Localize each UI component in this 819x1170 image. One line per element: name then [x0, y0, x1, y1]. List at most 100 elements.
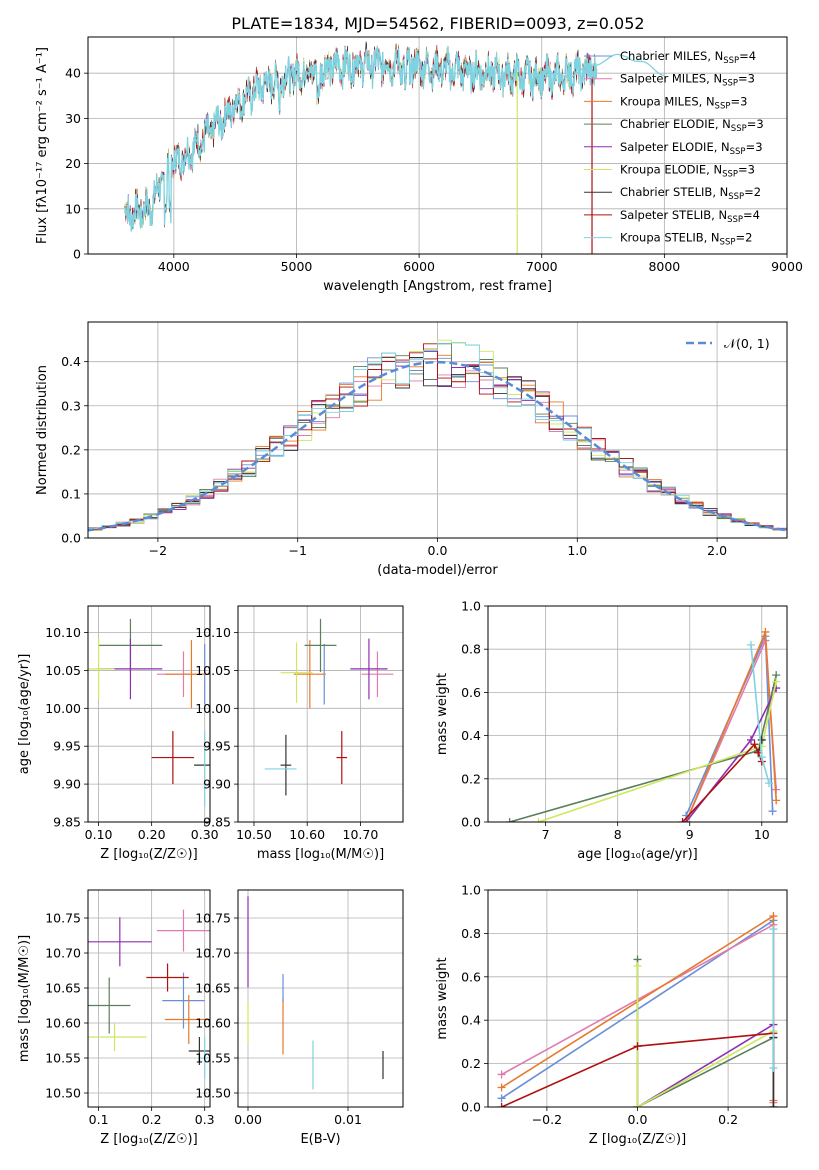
x-axis-label: age [log₁₀(age/yr)]	[577, 847, 698, 862]
y-tick-label: 9.85	[203, 815, 231, 830]
y-tick-label: 1.0	[461, 599, 481, 614]
x-axis-label: wavelength [Angstrom, rest frame]	[323, 279, 552, 294]
plots-layer: 4000 5000 6000 7000 8000 9000 0 10 20 30 40 wavelen…	[17, 36, 803, 1147]
y-tick-label: 10.05	[45, 663, 81, 678]
x-axis-label: E(B-V)	[300, 1132, 340, 1147]
y-tick-label: 10.75	[45, 911, 81, 926]
y-tick-label: 9.95	[203, 739, 231, 754]
x-tick-label: 8000	[648, 259, 680, 274]
weight-line-4	[685, 687, 777, 822]
x-tick-label: 10.60	[289, 827, 325, 842]
panel-mass_vs_ebv: 0.00 0.01 10.50 10.55 10.60 10.65 10.70 10.75 E(…	[195, 889, 404, 1147]
y-tick-label: 0.8	[461, 642, 481, 657]
figure-title: PLATE=1834, MJD=54562, FIBERID=0093, z=0…	[231, 14, 644, 33]
errorbar-3	[88, 977, 131, 1034]
y-tick-label: 9.90	[203, 777, 231, 792]
spectrum-model-extension	[541, 53, 665, 81]
y-tick-label: 0.0	[61, 531, 81, 546]
errorbar-3	[304, 618, 337, 672]
y-tick-label: 9.90	[53, 777, 81, 792]
legend-label-8: Kroupa STELIB, NSSP=2	[620, 231, 752, 248]
plot-area-residuals	[88, 339, 787, 533]
y-tick-label: 1.0	[461, 883, 481, 898]
weight-line-3	[509, 674, 777, 822]
x-tick-label: 9	[686, 827, 694, 842]
weight-marker-1	[497, 1070, 506, 1079]
y-axis-label: Normed distribution	[35, 365, 50, 495]
errorbar-2	[293, 640, 326, 709]
y-axis-label: age [log₁₀(age/yr)]	[17, 654, 32, 775]
axes-frame	[237, 605, 404, 823]
weight-marker-2	[772, 796, 781, 805]
errorbar-4	[88, 917, 152, 967]
panel-weight_vs_age: 7 8 9 10 0.0 0.2 0.4 0.6 0.8 1.0 age [log₁₀(age/yr…	[435, 599, 788, 862]
x-tick-label: 0.20	[138, 827, 166, 842]
axes-frame	[237, 889, 404, 1108]
x-tick-label: −0.2	[532, 1112, 562, 1127]
weight-marker-2	[761, 627, 770, 636]
x-axis-label: Z [log₁₀(Z/Z☉)]	[100, 1132, 197, 1147]
y-tick-label: 10.10	[195, 625, 231, 640]
weight-marker-5	[633, 1103, 642, 1107]
spectrum-line-8	[124, 45, 598, 232]
y-tick-label: 0.6	[461, 969, 481, 984]
x-tick-label: 10	[754, 827, 770, 842]
y-tick-label: 10.70	[45, 946, 81, 961]
axes-frame	[87, 889, 211, 1108]
weight-marker-8	[746, 640, 755, 649]
y-axis-label: mass weight	[435, 673, 450, 755]
y-axis-label: mass weight	[435, 957, 450, 1039]
panel-residuals: −2 −1 0.0 1.0 2.0 0.0 0.1 0.2 0.3 0.4 (data-model)…	[35, 321, 788, 578]
errorbar-1	[156, 909, 210, 952]
y-tick-label: 10.00	[45, 701, 81, 716]
weight-marker-3	[505, 818, 514, 822]
x-tick-label: 0.10	[85, 827, 113, 842]
errorbar-7	[336, 731, 348, 785]
x-axis-label: Z [log₁₀(Z/Z☉)]	[589, 1132, 686, 1147]
errorbar-7	[151, 731, 195, 785]
x-tick-label: 2.0	[707, 543, 727, 558]
weight-marker-0	[497, 1094, 506, 1103]
errorbar-5	[88, 638, 115, 700]
weight-line-4	[637, 1023, 774, 1107]
weight-marker-7	[633, 1042, 642, 1051]
x-axis-label: Z [log₁₀(Z/Z☉)]	[100, 847, 197, 862]
x-tick-label: 6000	[403, 259, 435, 274]
errorbar-8	[199, 1037, 210, 1079]
y-tick-label: 0.3	[61, 398, 81, 413]
y-tick-label: 20	[65, 156, 81, 171]
y-tick-label: 0.8	[461, 926, 481, 941]
x-tick-label: 8	[614, 827, 622, 842]
x-tick-label: 0.00	[234, 1112, 262, 1127]
weight-marker-8	[757, 753, 766, 762]
errorbar-6	[188, 1037, 210, 1065]
x-tick-label: 10.50	[236, 827, 272, 842]
weight-marker-6	[769, 1103, 778, 1107]
weight-line-2	[685, 631, 777, 822]
axes-frame	[87, 605, 211, 823]
y-tick-label: 10	[65, 201, 81, 216]
legend-label-2: Kroupa MILES, NSSP=3	[620, 94, 747, 111]
legend-label-normal: 𝒩(0, 1)	[724, 336, 770, 351]
plot-area-mass_vs_Z	[88, 909, 210, 1079]
weight-marker-7	[750, 740, 759, 749]
plot-area-spectrum	[124, 41, 665, 254]
y-tick-label: 0.4	[461, 1013, 481, 1028]
y-tick-label: 0	[73, 247, 81, 262]
y-tick-label: 10.50	[195, 1086, 231, 1101]
x-tick-label: 0.2	[718, 1112, 738, 1127]
plot-area-weight_vs_age	[505, 627, 781, 822]
x-tick-label: −2	[149, 543, 167, 558]
y-tick-label: 0.0	[461, 815, 481, 830]
y-tick-label: 10.55	[45, 1051, 81, 1066]
weight-line-5	[636, 966, 774, 1107]
x-tick-label: 0.0	[428, 543, 448, 558]
errorbar-5	[88, 1023, 147, 1051]
y-tick-label: 10.10	[45, 625, 81, 640]
y-tick-label: 10.70	[195, 946, 231, 961]
weight-marker-5	[772, 677, 781, 686]
y-tick-label: 0.6	[461, 685, 481, 700]
weight-marker-0	[768, 807, 777, 816]
errorbar-2	[164, 995, 210, 1044]
